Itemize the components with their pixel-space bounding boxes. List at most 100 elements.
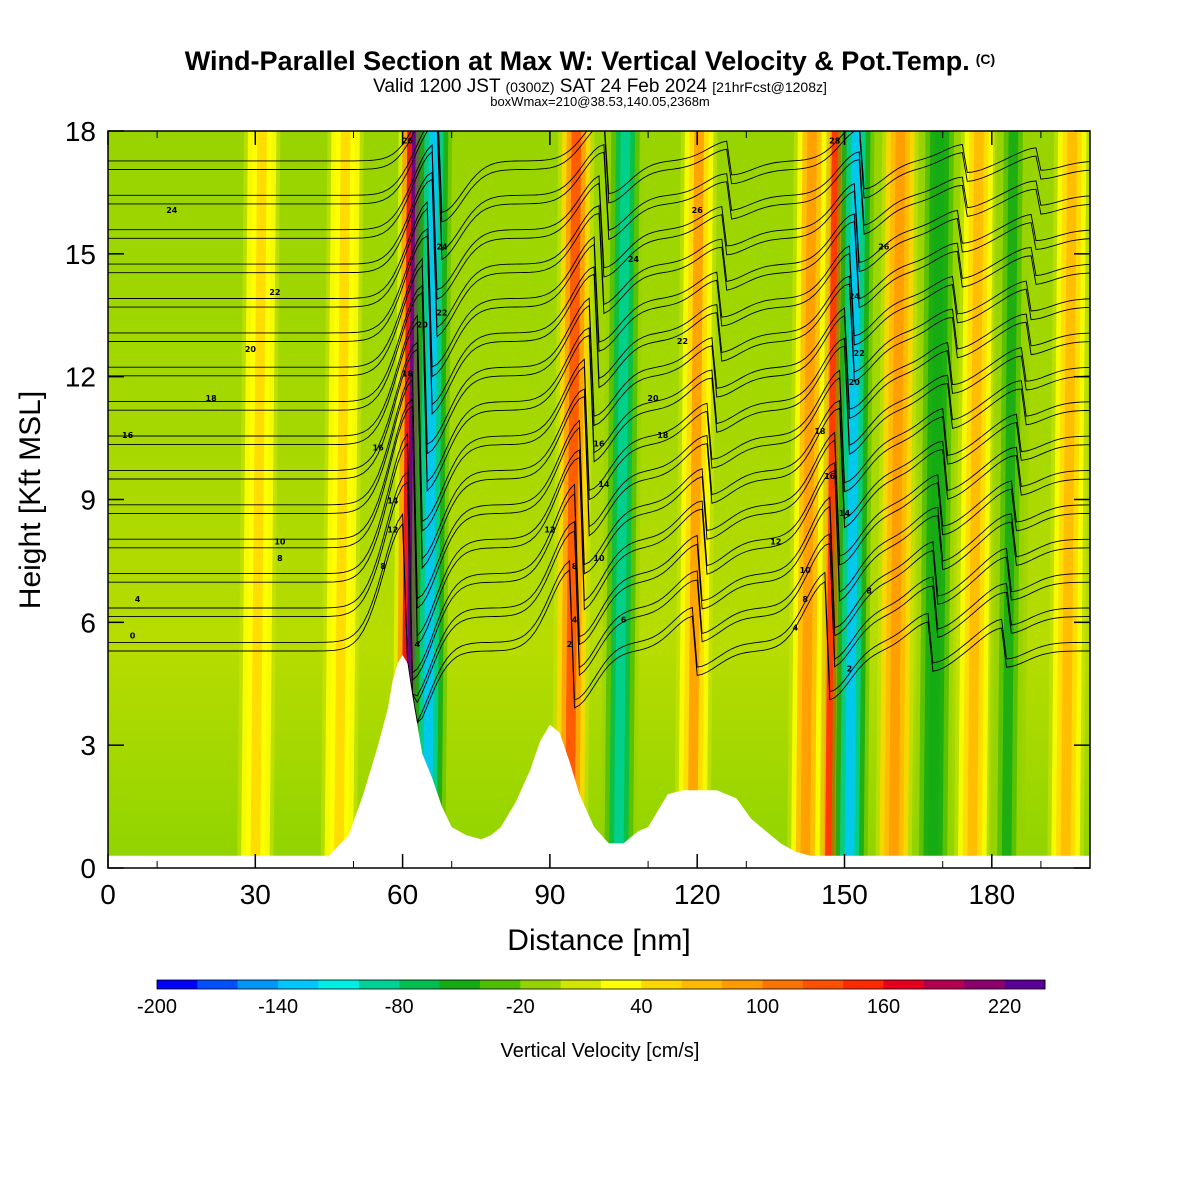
colorbar-swatch [1004,980,1046,989]
colorbar-tick-label: 100 [746,996,779,1018]
theta-contour-line [108,405,1090,647]
contour-label: 20 [647,394,659,403]
colorbar-swatch [601,980,642,989]
contour-label: 24 [628,255,640,264]
contour-label: 12 [387,525,398,534]
y-tick-label: 15 [65,239,96,270]
theta-contour-line [108,131,1090,261]
theta-contour-line [108,264,1090,455]
theta-contour-labels: 0481016182022248121416182022242644281061… [122,136,890,673]
velocity-band [564,131,582,868]
velocity-band [1001,131,1019,868]
theta-contour-line [108,377,1090,610]
theta-contour-line [108,207,1090,378]
contour-label: 8 [866,587,872,596]
velocity-band [844,131,862,868]
contour-label: 22 [854,349,865,358]
contour-label: 4 [415,640,421,649]
contour-label: 22 [269,288,280,297]
velocity-band [613,131,631,868]
colorbar-swatch [883,980,925,989]
velocity-band [1060,131,1078,868]
x-tick-label: 30 [240,879,271,910]
colorbar-tick-label: 40 [630,996,652,1018]
colorbar-swatch [237,980,279,989]
colorbar-swatch [479,980,521,989]
colorbar-swatch [157,980,198,989]
y-tick-label: 12 [65,362,96,393]
contour-label: 8 [380,562,386,571]
contour-label: 4 [572,615,578,624]
contour-label: 8 [572,562,578,571]
theta-contour-line [108,398,1090,638]
subtitle-part-4: [21hrFcst@1208z] [712,79,827,95]
contour-label: 4 [135,595,141,604]
y-tick-label: 18 [65,116,96,147]
plot-area: 0481016182022248121416182022242644281061… [108,131,1090,868]
theta-contour-line [108,131,1090,252]
colorbar-swatch [843,980,885,989]
theta-contour-line [108,348,1090,570]
theta-contour-line [108,471,1090,697]
contour-label: 12 [770,538,781,547]
contour-label: 18 [206,394,218,403]
theta-contour-line [108,522,1090,724]
contour-label: 18 [814,427,826,436]
contour-label: 26 [878,243,890,252]
y-tick-label: 0 [80,853,96,884]
colorbar-frame [156,979,1046,990]
subtitle-part-3: SAT 24 Feb 2024 [555,76,713,97]
theta-contour-line [108,200,1090,368]
colorbar-tick-label: 220 [988,996,1021,1018]
colorbar-swatch [197,980,239,989]
colorbar-tick-label: -80 [385,996,414,1018]
y-axis: 0 3 6 9 12 15 18 [65,116,1090,884]
velocity-band [687,131,704,868]
colorbar-swatch [439,980,481,989]
theta-contour-line [108,257,1090,445]
chart-title: Wind-Parallel Section at Max W: Vertical… [185,46,995,76]
contour-label: 28 [829,136,841,145]
colorbar-swatch [722,980,763,989]
subtitle-part-2: (0300Z) [506,79,555,95]
colorbar-swatch [641,980,683,989]
theta-contour-line [108,370,1090,600]
contour-label: 16 [824,472,836,481]
theta-contour-line [108,341,1090,560]
contour-label: 26 [402,136,414,145]
colorbar-swatch [964,980,1006,989]
theta-contour-line [108,131,1090,214]
theta-contour-line [108,320,1090,532]
x-tick-label: 120 [674,879,721,910]
x-tick-label: 90 [534,879,565,910]
contour-label: 8 [277,554,283,563]
x-tick-label: 60 [387,879,418,910]
contour-label: 12 [544,525,555,534]
chart-subtitle-box: boxWmax=210@38.53,140.05,2368m [490,94,710,109]
velocity-band [928,131,945,868]
colorbar-swatch [520,980,562,989]
colorbar-swatch [923,980,965,989]
theta-contour-line [108,144,1090,291]
contour-label: 20 [245,345,257,354]
velocity-band [422,131,439,868]
colorbar-title: Vertical Velocity [cm/s] [501,1040,700,1062]
theta-contour-line [108,171,1090,329]
contour-label: 22 [436,308,447,317]
colorbar-swatch [399,980,441,989]
copyright-mark: (C) [976,51,995,67]
colorbar-tick-label: -140 [258,996,298,1018]
contour-label: 0 [130,632,136,641]
contour-label: 24 [849,292,861,301]
contour-label: 8 [802,595,808,604]
theta-contour-line [108,441,1090,682]
theta-contour-line [108,235,1090,415]
velocity-band [800,131,817,868]
contour-label: 2 [847,665,853,674]
contour-label: 16 [122,431,134,440]
y-axis-title: Height [Kft MSL] [14,391,47,609]
colorbar-swatch [278,980,319,989]
theta-contour-line [108,291,1090,493]
colorbar-swatch [681,980,723,989]
colorbar: -200 -140 -80 -20 40 100 160 220 [137,979,1046,1018]
